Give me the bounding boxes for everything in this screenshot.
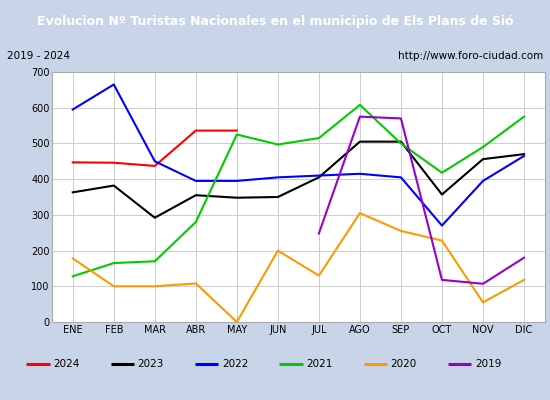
Text: 2020: 2020 xyxy=(390,359,417,369)
Text: 2022: 2022 xyxy=(222,359,248,369)
Text: 2019 - 2024: 2019 - 2024 xyxy=(7,51,70,61)
Text: Evolucion Nº Turistas Nacionales en el municipio de Els Plans de Sió: Evolucion Nº Turistas Nacionales en el m… xyxy=(37,15,513,28)
Text: 2024: 2024 xyxy=(53,359,80,369)
Text: http://www.foro-ciudad.com: http://www.foro-ciudad.com xyxy=(398,51,543,61)
Text: 2023: 2023 xyxy=(138,359,164,369)
Text: 2019: 2019 xyxy=(475,359,501,369)
Text: 2021: 2021 xyxy=(306,359,333,369)
